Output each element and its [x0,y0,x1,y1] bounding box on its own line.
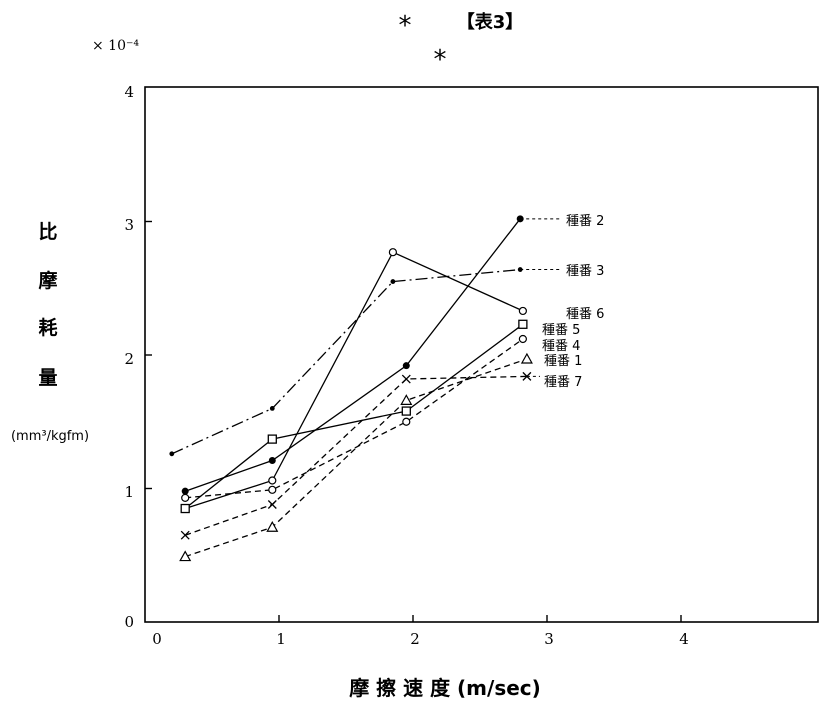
x-stroke [180,530,190,540]
data-point [268,485,277,494]
data-point [400,394,413,405]
series-line [184,358,528,558]
data-point [520,352,533,364]
data-point [268,456,276,464]
series-label-4: 種番 4 [542,338,580,354]
data-point [518,334,527,344]
y-tick-label-4: 4 [124,83,134,101]
series-label-2: 種番 2 [566,213,604,229]
series-7 [180,371,532,540]
series-layer [169,215,562,562]
axis-ticks [145,220,682,622]
y-tick-label-3: 3 [124,216,134,234]
y-tick-label-2: 2 [124,350,134,368]
xlabel: 摩 擦 速 度 (m/sec) [349,676,541,700]
series-line [171,268,521,455]
scale-note: × 10⁻⁴ [92,38,139,54]
series-label-5: 種番 5 [542,322,580,338]
ylabel-unit: (mm³/kgfm) [11,429,89,444]
data-point [401,406,411,416]
series-3 [181,248,527,513]
data-point [401,374,411,384]
ylabel-char-1: 比 [38,221,57,243]
data-point [181,493,190,502]
x-tick-label-4: 4 [679,630,689,648]
series-label-6: 種番 6 [566,306,604,322]
data-point [179,550,192,562]
x-tick-label-3: 3 [544,630,554,648]
data-point [180,503,190,514]
x-tick-label-1: 1 [276,630,286,648]
ylabel-char-4: 量 [38,367,57,389]
data-point [267,500,277,509]
series-label-7: 種番 7 [544,374,582,390]
y-tick-label-1: 1 [124,483,134,501]
data-point [390,279,396,284]
series-6 [179,352,533,562]
series-line [184,218,521,492]
ylabel-char-3: 耗 [38,317,57,339]
data-point [402,362,410,370]
ylabel-char-2: 摩 [38,269,57,292]
asterisk-mark-1: * [399,11,412,41]
series-label-1: 種番 1 [544,353,582,369]
x-tick-label-2: 2 [410,630,420,648]
series-line [185,338,524,499]
data-point [517,267,523,272]
series-line [184,323,524,510]
x-tick-label-0: 0 [152,630,162,648]
chart-title: 【表3】 [457,11,524,33]
data-point [269,406,275,411]
series-label-3: 種番 3 [566,263,604,279]
y-tick-label-0: 0 [124,613,134,631]
data-point [388,248,397,257]
data-point [402,417,411,426]
series-line [184,375,527,536]
series-1 [181,215,524,495]
series-2 [169,267,523,457]
series-4 [180,319,528,514]
data-point [267,434,277,444]
series-line [185,251,524,510]
x-stroke [267,500,277,509]
x-stroke [401,374,411,384]
data-point [169,451,175,457]
asterisk-mark-2: * [434,45,447,75]
series-5 [181,334,527,502]
data-point [266,520,279,532]
data-point [518,319,528,329]
data-point [518,306,527,316]
data-point [181,487,189,495]
data-point [180,530,190,540]
data-point [268,476,277,485]
